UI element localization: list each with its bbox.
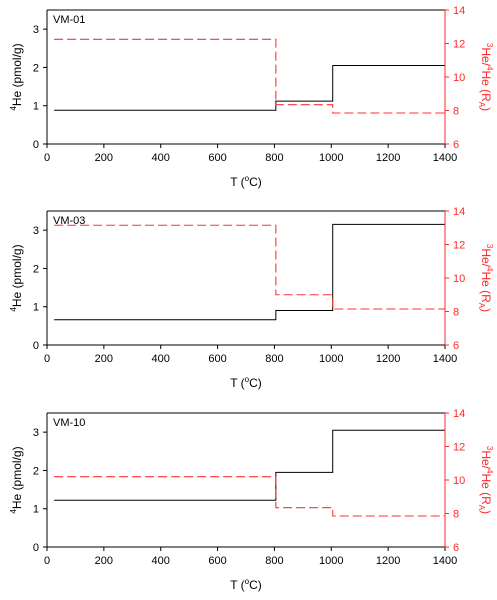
- y-right-tick-label: 6: [453, 139, 459, 151]
- he4-step-line: [54, 429, 445, 501]
- y-left-axis-title: 4He (pmol/g): [9, 244, 24, 311]
- y-right-tick-label: 10: [453, 72, 465, 84]
- y-left-tick-label: 2: [33, 263, 39, 275]
- x-tick-label: 400: [152, 555, 170, 567]
- x-axis-title: T (oC): [230, 375, 262, 390]
- y-right-tick-label: 12: [453, 240, 465, 252]
- x-tick-label: 200: [95, 555, 113, 567]
- x-tick-label: 1200: [376, 152, 400, 164]
- x-tick-label: 0: [44, 353, 50, 365]
- y-left-axis-title: 4He (pmol/g): [9, 43, 24, 110]
- x-tick-label: 1200: [376, 353, 400, 365]
- y-right-tick-label: 10: [453, 273, 465, 285]
- chart-panel: 0 200 400 600 800 1000 1200 1400012368101214VM-…: [9, 408, 494, 592]
- y-right-axis-title: 3He/4He (RA): [477, 446, 494, 514]
- y-right-tick-label: 14: [453, 5, 465, 17]
- y-left-axis-title: 4He (pmol/g): [9, 446, 24, 513]
- x-tick-label: 800: [265, 353, 283, 365]
- y-left-tick-label: 3: [33, 225, 39, 237]
- x-tick-label: 1400: [433, 353, 457, 365]
- x-axis-title: T (oC): [230, 577, 262, 592]
- y-right-tick-label: 14: [453, 206, 465, 218]
- panel-label: VM-01: [53, 14, 85, 26]
- x-tick-label: 1000: [319, 353, 343, 365]
- y-right-axis-title: 3He/4He (RA): [477, 244, 494, 312]
- y-left-tick-label: 0: [33, 139, 39, 151]
- y-left-tick-label: 1: [33, 101, 39, 113]
- series-group: [54, 223, 445, 321]
- he-ratio-step-line: [54, 224, 445, 310]
- x-tick-label: 200: [95, 152, 113, 164]
- x-axis-title: T (oC): [230, 174, 262, 189]
- y-right-axis-title: 3He/4He (RA): [477, 43, 494, 111]
- series-group: [54, 38, 445, 114]
- series-group: [54, 429, 445, 517]
- y-right-tick-label: 8: [453, 106, 459, 118]
- chart-panel: 0 200 400 600 800 1000 1200 1400012368101214VM-…: [9, 206, 494, 390]
- x-tick-label: 1400: [433, 555, 457, 567]
- x-tick-label: 0: [44, 152, 50, 164]
- x-tick-label: 1000: [319, 152, 343, 164]
- chart-panel: 0 200 400 600 800 1000 1200 1400012368101214VM-…: [9, 5, 494, 189]
- y-left-tick-label: 3: [33, 24, 39, 36]
- x-tick-label: 800: [265, 555, 283, 567]
- x-tick-label: 800: [265, 152, 283, 164]
- x-tick-label: 1200: [376, 555, 400, 567]
- x-tick-label: 200: [95, 353, 113, 365]
- he-ratio-step-line: [54, 476, 445, 517]
- x-tick-label: 0: [44, 555, 50, 567]
- y-left-tick-label: 2: [33, 62, 39, 74]
- x-tick-label: 1400: [433, 152, 457, 164]
- x-tick-label: 1000: [319, 555, 343, 567]
- panel-label: VM-10: [53, 417, 85, 429]
- x-tick-label: 600: [208, 555, 226, 567]
- he4-step-line: [54, 223, 445, 321]
- x-tick-label: 400: [152, 152, 170, 164]
- y-right-tick-label: 6: [453, 542, 459, 554]
- he4-step-line: [54, 65, 445, 111]
- he-ratio-step-line: [54, 38, 445, 114]
- y-right-tick-label: 14: [453, 408, 465, 420]
- y-left-tick-label: 3: [33, 427, 39, 439]
- y-left-tick-label: 0: [33, 542, 39, 554]
- y-left-tick-label: 2: [33, 465, 39, 477]
- y-right-tick-label: 8: [453, 307, 459, 319]
- y-right-tick-label: 6: [453, 340, 459, 352]
- x-tick-label: 600: [208, 353, 226, 365]
- x-tick-label: 400: [152, 353, 170, 365]
- y-left-tick-label: 1: [33, 504, 39, 516]
- y-left-tick-label: 0: [33, 340, 39, 352]
- y-right-tick-label: 12: [453, 442, 465, 454]
- x-tick-label: 600: [208, 152, 226, 164]
- panel-label: VM-03: [53, 215, 85, 227]
- y-left-tick-label: 1: [33, 302, 39, 314]
- y-right-tick-label: 8: [453, 509, 459, 521]
- y-right-tick-label: 12: [453, 39, 465, 51]
- y-right-tick-label: 10: [453, 475, 465, 487]
